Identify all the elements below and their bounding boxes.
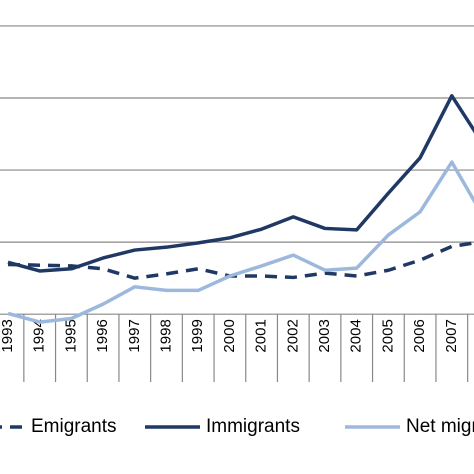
x-tick-label: 2002 (284, 319, 301, 352)
x-tick-label: 1999 (189, 319, 206, 352)
x-tick-label: 2001 (253, 319, 270, 352)
x-tick-label: 1997 (126, 319, 143, 352)
x-tick-label: 2005 (379, 319, 396, 352)
series-line (7, 94, 474, 273)
legend-text: Net migration (406, 416, 474, 437)
legend-text: Immigrants (206, 416, 300, 437)
series-line (7, 160, 474, 324)
x-tick-label: 1993 (0, 319, 16, 352)
x-tick-label: 1998 (157, 319, 174, 352)
x-tick-label: 1994 (31, 319, 48, 352)
x-tick-label: 1996 (94, 319, 111, 352)
x-tick-label: 2000 (221, 319, 238, 352)
legend-text: Emigrants (31, 416, 117, 437)
series-line (7, 241, 474, 280)
x-tick-label: 2003 (316, 319, 333, 352)
x-tick-label: 2007 (443, 319, 460, 352)
x-tick-label: 2006 (411, 319, 428, 352)
x-tick-label: 2004 (348, 319, 365, 352)
x-tick-label: 1995 (62, 319, 79, 352)
